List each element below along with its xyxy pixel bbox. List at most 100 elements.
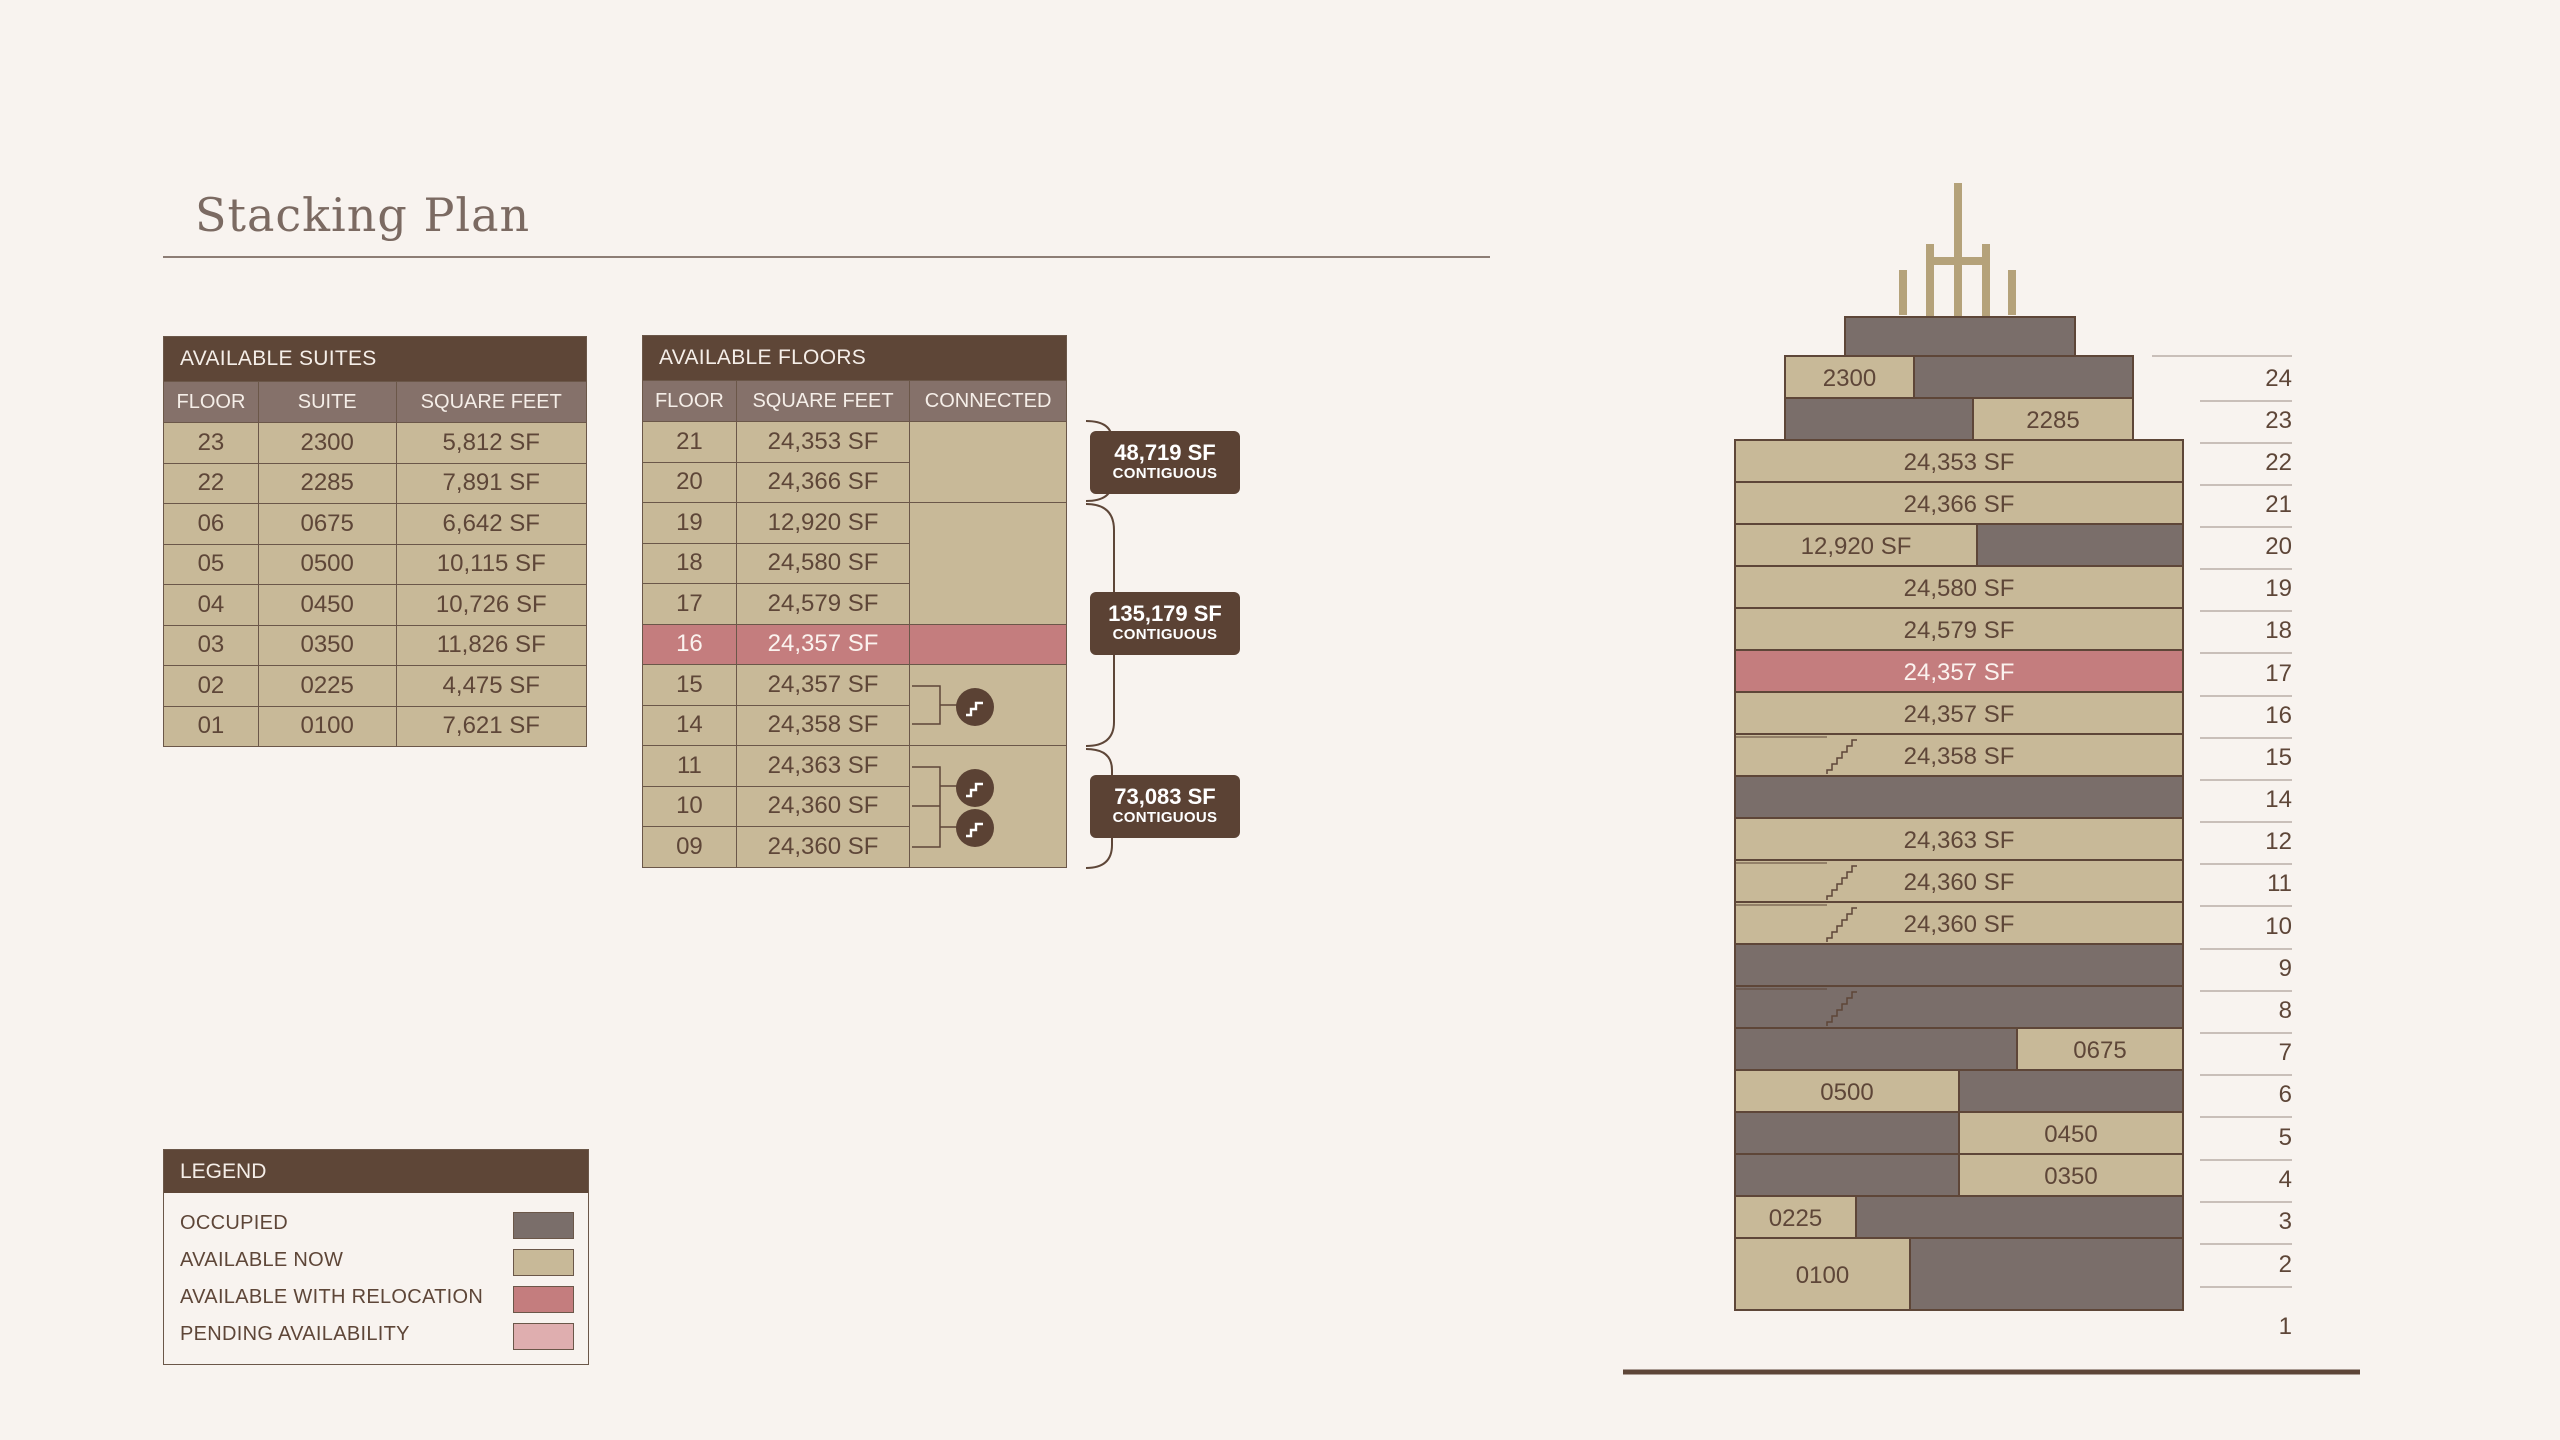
floor-segment-label: 2300	[1823, 365, 1876, 392]
suite-floor-cell: 05	[163, 543, 259, 585]
stair-marker	[1826, 907, 1857, 942]
floor-number-divider	[2200, 400, 2292, 402]
connected-cell	[909, 583, 1067, 625]
contiguous-value: 48,719 SF	[1114, 440, 1216, 465]
floor-number-divider	[2200, 1074, 2292, 1076]
table-row: 09 24,360 SF	[642, 826, 1067, 868]
floor-sf-cell: 24,358 SF	[735, 704, 911, 746]
table-row: 02 0225 4,475 SF	[163, 665, 587, 707]
legend-swatch-occupied	[513, 1212, 574, 1239]
floor-number-divider	[2200, 1159, 2292, 1161]
stair-icon	[956, 769, 994, 807]
suite-sf-cell: 5,812 SF	[395, 422, 587, 464]
floor-number-divider	[2200, 484, 2292, 486]
contiguous-value: 73,083 SF	[1114, 784, 1216, 809]
floor-number-divider	[2200, 442, 2292, 444]
table-row: 18 24,580 SF	[642, 542, 1067, 584]
connected-cell	[909, 421, 1067, 462]
column-header: SQUARE FEET	[395, 381, 587, 423]
suite-suite-cell: 0225	[257, 665, 397, 707]
floor-number-divider	[2200, 610, 2292, 612]
connected-cell	[909, 462, 1067, 503]
suite-floor-cell: 22	[163, 462, 259, 504]
floor-number: 18	[2265, 617, 2292, 644]
floor-sf-cell: 24,360 SF	[735, 826, 911, 868]
floor-number-divider	[2200, 737, 2292, 739]
floor-sf-cell: 24,579 SF	[735, 583, 911, 625]
floor-segment-label: 0350	[2044, 1163, 2097, 1190]
suite-sf-cell: 11,826 SF	[395, 624, 587, 666]
floor-floor-cell: 09	[642, 826, 737, 868]
floor-segment-label: 2285	[2026, 407, 2079, 434]
floor-number-divider	[2200, 568, 2292, 570]
floor-number: 5	[2278, 1124, 2292, 1151]
floor-number: 8	[2278, 997, 2292, 1024]
contiguous-value: 135,179 SF	[1108, 601, 1222, 626]
suite-floor-cell: 04	[163, 584, 259, 626]
table-row: 01 0100 7,621 SF	[163, 705, 587, 747]
floor-number: 21	[2265, 491, 2292, 518]
floor-number-divider	[2200, 990, 2292, 992]
floor-sf-cell: 24,357 SF	[735, 664, 911, 706]
floor-segment	[1734, 649, 2184, 693]
floor-segment-label: 24,357 SF	[1904, 659, 2015, 686]
suite-sf-cell: 6,642 SF	[395, 503, 587, 545]
suite-suite-cell: 2285	[257, 462, 397, 504]
floor-floor-cell: 17	[642, 583, 737, 625]
floor-floor-cell: 10	[642, 785, 737, 827]
available-suites-table: AVAILABLE SUITES FLOOR SUITE SQUARE FEET…	[163, 336, 587, 747]
legend: LEGEND OCCUPIED AVAILABLE NOW AVAILABLE …	[163, 1149, 589, 1365]
floor-segment-label: 24,366 SF	[1904, 491, 2015, 518]
legend-swatch-relocation	[513, 1286, 574, 1313]
floor-segment	[1784, 397, 1974, 441]
suite-floor-cell: 01	[163, 705, 259, 747]
floor-number: 22	[2265, 449, 2292, 476]
suite-floor-cell: 03	[163, 624, 259, 666]
floor-segment-label: 0100	[1796, 1262, 1849, 1289]
floor-sf-cell: 24,580 SF	[735, 542, 911, 584]
floor-number-divider	[2200, 1286, 2292, 1288]
table-row: 16 24,357 SF	[642, 623, 1067, 665]
floor-segment	[1976, 523, 2184, 567]
floor-number: 6	[2278, 1081, 2292, 1108]
floor-number: 7	[2278, 1039, 2292, 1066]
connector-line	[912, 766, 941, 848]
connected-cell	[909, 705, 1067, 746]
floor-segment-label: 0225	[1769, 1205, 1822, 1232]
floor-segment-label: 24,360 SF	[1904, 869, 2015, 896]
floor-segment	[1734, 943, 2184, 987]
suite-floor-cell: 23	[163, 422, 259, 464]
page-title: Stacking Plan	[195, 188, 531, 242]
floor-segment-label: 24,353 SF	[1904, 449, 2015, 476]
connected-cell	[909, 543, 1067, 584]
floor-number-divider	[2200, 948, 2292, 950]
floor-segment	[1734, 691, 2184, 735]
floor-segment-label: 24,580 SF	[1904, 575, 2015, 602]
stair-marker	[1826, 865, 1857, 900]
floor-number-divider	[2200, 821, 2292, 823]
legend-swatch-pending	[513, 1323, 574, 1350]
stair-marker	[1826, 991, 1857, 1026]
floor-segment-label: 0450	[2044, 1121, 2097, 1148]
suite-floor-cell: 06	[163, 503, 259, 545]
floor-segment	[1734, 1111, 1960, 1155]
column-header: FLOOR	[642, 380, 737, 422]
floor-number: 2	[2278, 1251, 2292, 1278]
floor-segment	[1734, 439, 2184, 483]
suite-suite-cell: 0500	[257, 543, 397, 585]
table-row: 23 2300 5,812 SF	[163, 422, 587, 464]
floor-floor-cell: 19	[642, 502, 737, 544]
floor-number-divider	[2200, 1243, 2292, 1245]
legend-label: AVAILABLE WITH RELOCATION	[180, 1286, 484, 1308]
floor-segment	[1734, 565, 2184, 609]
column-header: FLOOR	[163, 381, 259, 423]
connected-cell	[909, 502, 1067, 543]
floor-sf-cell: 12,920 SF	[735, 502, 911, 544]
floor-number: 12	[2265, 828, 2292, 855]
floor-number: 17	[2265, 660, 2292, 687]
floor-number-divider	[2200, 695, 2292, 697]
floor-number: 20	[2265, 533, 2292, 560]
floor-number-divider	[2200, 1032, 2292, 1034]
table-row: 20 24,366 SF	[642, 461, 1067, 503]
floor-segment-label: 0500	[1820, 1079, 1873, 1106]
